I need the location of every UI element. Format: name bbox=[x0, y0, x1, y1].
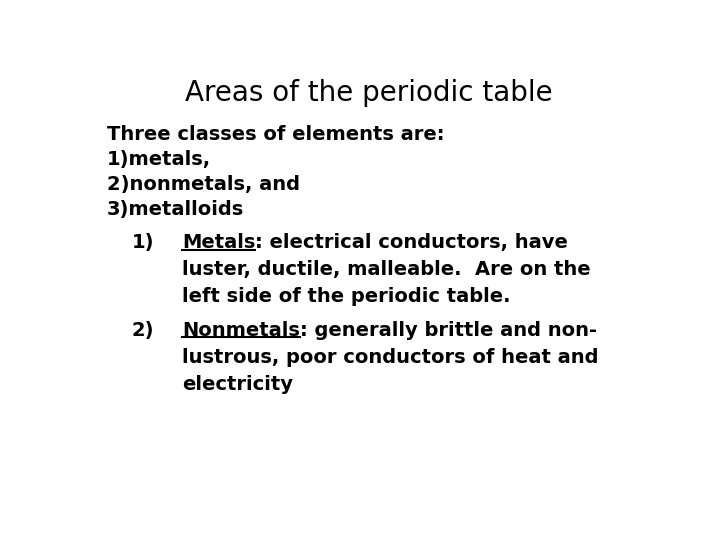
Text: 2): 2) bbox=[132, 321, 154, 340]
Text: Areas of the periodic table: Areas of the periodic table bbox=[185, 79, 553, 107]
Text: left side of the periodic table.: left side of the periodic table. bbox=[182, 287, 510, 306]
Text: 2)nonmetals, and: 2)nonmetals, and bbox=[107, 175, 300, 194]
Text: Metals: Metals bbox=[182, 233, 256, 252]
Text: 3)metalloids: 3)metalloids bbox=[107, 200, 244, 219]
Text: : electrical conductors, have: : electrical conductors, have bbox=[256, 233, 568, 252]
Text: : generally brittle and non-: : generally brittle and non- bbox=[300, 321, 597, 340]
Text: 1)metals,: 1)metals, bbox=[107, 150, 211, 169]
Text: luster, ductile, malleable.  Are on the: luster, ductile, malleable. Are on the bbox=[182, 260, 590, 279]
Text: Three classes of elements are:: Three classes of elements are: bbox=[107, 125, 444, 144]
Text: 1): 1) bbox=[132, 233, 154, 252]
Text: electricity: electricity bbox=[182, 375, 293, 394]
Text: lustrous, poor conductors of heat and: lustrous, poor conductors of heat and bbox=[182, 348, 598, 367]
Text: Nonmetals: Nonmetals bbox=[182, 321, 300, 340]
